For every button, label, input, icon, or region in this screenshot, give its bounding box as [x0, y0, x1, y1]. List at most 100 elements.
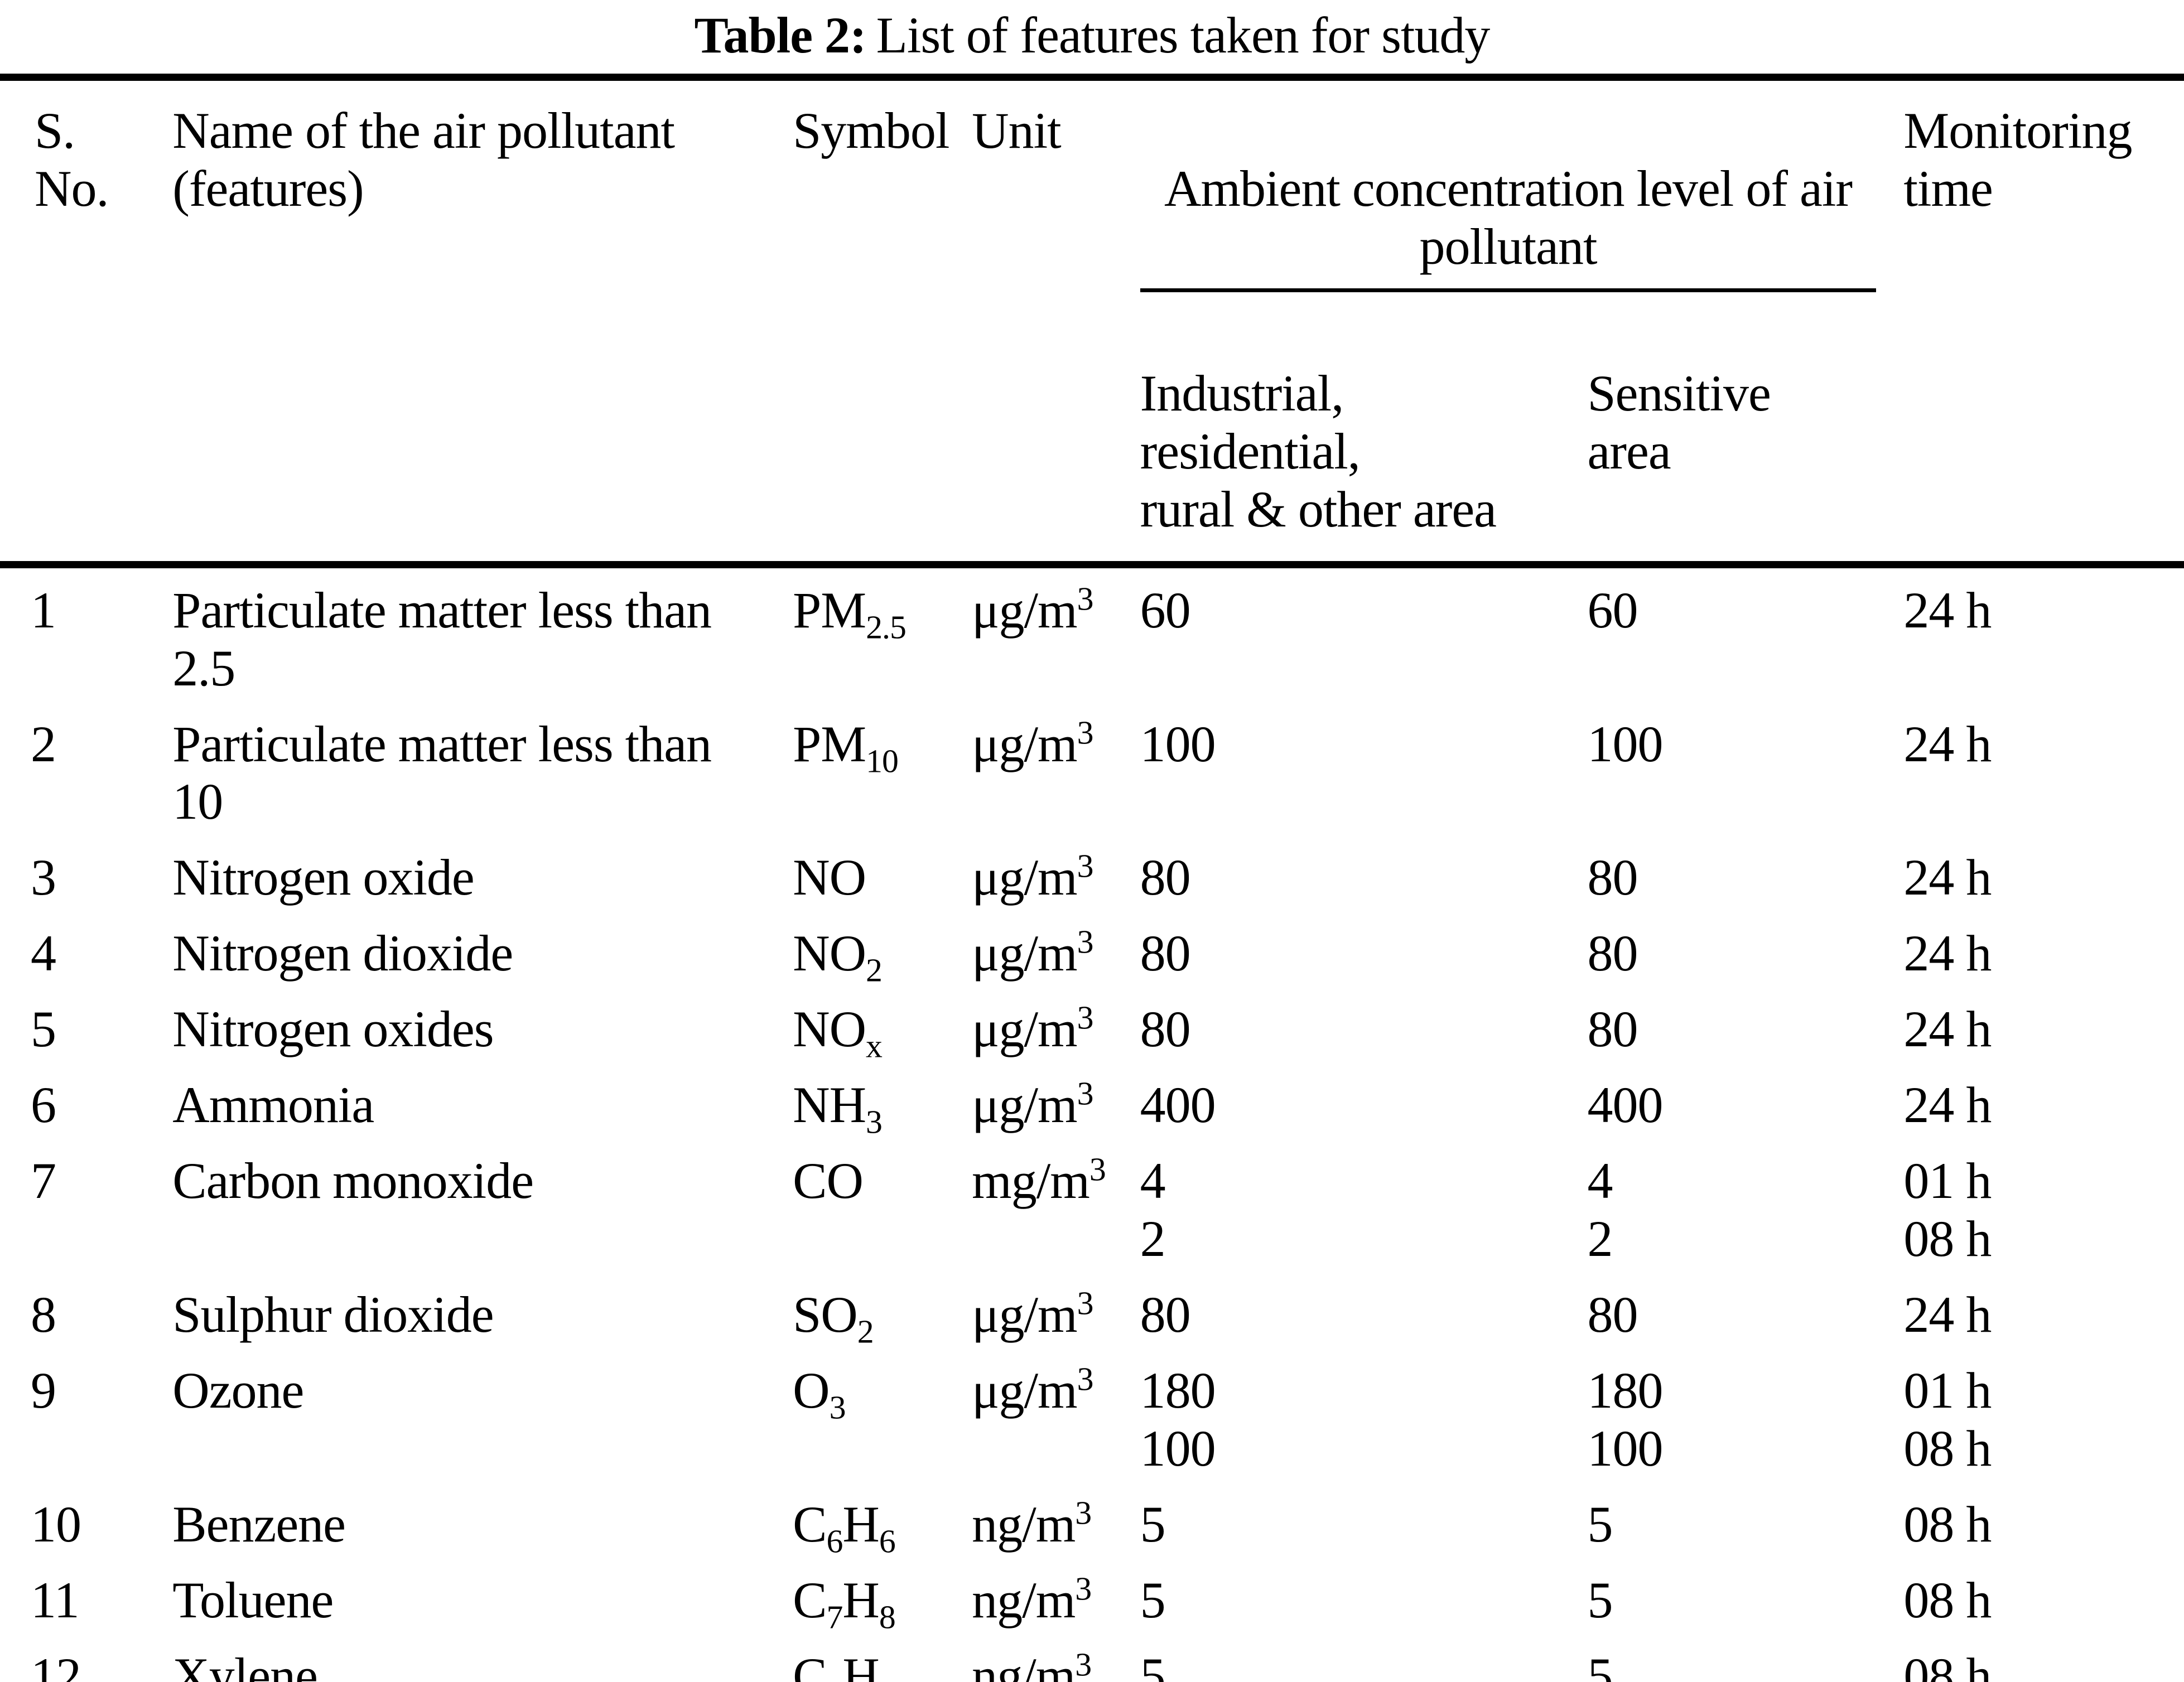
table-row: 1 Particulate matter less than 2.5 PM2.5…	[0, 564, 2184, 702]
table-row: 2 Particulate matter less than 10 PM10 μ…	[0, 702, 2184, 836]
header-sensitive-area: Sensitive area	[1587, 364, 1771, 480]
cell-industrial-value: 100	[1140, 715, 1216, 772]
cell-sensitive-value: 5	[1587, 1496, 1613, 1553]
table-row: 12 Xylene C8H10 ng/m3 5 5 08 h	[0, 1634, 2184, 1682]
cell-industrial-value: 60	[1140, 581, 1191, 639]
cell-monitoring-time: 24 h	[1903, 925, 1992, 982]
cell-symbol: NO2	[793, 925, 883, 989]
table-title: Table 2: List of features taken for study	[0, 0, 2184, 74]
table-row: 11 Toluene C7H8 ng/m3 5 5 08 h	[0, 1558, 2184, 1634]
header-unit: Unit	[972, 102, 1062, 159]
cell-industrial-value: 5	[1140, 1647, 1166, 1682]
cell-pollutant-name: Nitrogen oxides	[172, 1000, 494, 1058]
cell-unit: ng/m3	[972, 1494, 1092, 1553]
cell-sensitive-value: 80	[1587, 849, 1638, 906]
cell-symbol: NOx	[793, 1000, 883, 1065]
cell-unit: mg/m3	[972, 1151, 1106, 1210]
table-body: 1 Particulate matter less than 2.5 PM2.5…	[0, 564, 2184, 1682]
cell-sensitive-value: 60	[1587, 581, 1638, 639]
cell-industrial-value: 5	[1140, 1496, 1166, 1553]
cell-pollutant-name: Ammonia	[172, 1076, 374, 1134]
table-row: 6 Ammonia NH3 μg/m3 400 400 24 h	[0, 1063, 2184, 1139]
cell-unit: μg/m3	[972, 1360, 1093, 1419]
cell-monitoring-time: 24 h	[1903, 1286, 1992, 1343]
cell-monitoring-time: 24 h	[1903, 715, 1992, 772]
table-row: 7 Carbon monoxide CO mg/m3 4 2 4 2 01 h …	[0, 1139, 2184, 1273]
cell-monitoring-time: 24 h	[1903, 849, 1992, 906]
cell-serial-number: 12	[31, 1647, 81, 1682]
table-row: 9 Ozone O3 μg/m3 180 100 180 100 01 h 08…	[0, 1348, 2184, 1482]
cell-unit: μg/m3	[972, 999, 1093, 1058]
cell-serial-number: 10	[31, 1496, 81, 1553]
cell-serial-number: 5	[31, 1000, 56, 1058]
cell-industrial-value: 80	[1140, 1000, 1191, 1058]
cell-sensitive-value: 5	[1587, 1571, 1613, 1628]
table-row: 3 Nitrogen oxide NO μg/m3 80 80 24 h	[0, 835, 2184, 911]
cell-pollutant-name: Sulphur dioxide	[172, 1286, 494, 1343]
table-title-text: List of features taken for study	[876, 7, 1491, 64]
cell-pollutant-name: Benzene	[172, 1496, 346, 1553]
header-ambient-group: Ambient concentration level of air pollu…	[1140, 77, 1892, 350]
cell-industrial-value: 5	[1140, 1571, 1166, 1628]
cell-industrial-value: 180 100	[1140, 1362, 1216, 1477]
cell-serial-number: 4	[31, 925, 56, 982]
cell-unit: μg/m3	[972, 847, 1093, 906]
table-row: 8 Sulphur dioxide SO2 μg/m3 80 80 24 h	[0, 1273, 2184, 1348]
cell-serial-number: 8	[31, 1286, 56, 1343]
table-row: 4 Nitrogen dioxide NO2 μg/m3 80 80 24 h	[0, 911, 2184, 987]
cell-serial-number: 1	[31, 581, 56, 639]
cell-serial-number: 3	[31, 849, 56, 906]
cell-monitoring-time: 24 h	[1903, 581, 1992, 639]
table-header: S. No. Name of the air pollutant (featur…	[0, 77, 2184, 565]
cell-serial-number: 6	[31, 1076, 56, 1134]
cell-sensitive-value: 100	[1587, 715, 1664, 772]
header-industrial-area: Industrial, residential, rural & other a…	[1140, 364, 1497, 538]
cell-sensitive-value: 4 2	[1587, 1152, 1613, 1268]
cell-monitoring-time: 24 h	[1903, 1076, 1992, 1134]
cell-symbol: NO	[793, 849, 866, 906]
cell-unit: μg/m3	[972, 923, 1093, 982]
cell-sensitive-value: 5	[1587, 1647, 1613, 1682]
table-title-label: Table 2:	[694, 7, 867, 64]
header-serial-number: S. No.	[35, 102, 109, 217]
cell-industrial-value: 4 2	[1140, 1152, 1166, 1268]
cell-serial-number: 2	[31, 715, 56, 772]
cell-pollutant-name: Carbon monoxide	[172, 1152, 534, 1210]
header-row-main: S. No. Name of the air pollutant (featur…	[0, 77, 2184, 350]
cell-symbol: C7H8	[793, 1571, 896, 1636]
cell-sensitive-value: 80	[1587, 1000, 1638, 1058]
cell-sensitive-value: 180 100	[1587, 1362, 1664, 1477]
cell-monitoring-time: 08 h	[1903, 1647, 1992, 1682]
table-row: 5 Nitrogen oxides NOx μg/m3 80 80 24 h	[0, 987, 2184, 1063]
cell-pollutant-name: Nitrogen dioxide	[172, 925, 513, 982]
cell-monitoring-time: 08 h	[1903, 1571, 1992, 1628]
cell-symbol: PM10	[793, 715, 899, 779]
cell-symbol: CO	[793, 1152, 864, 1210]
cell-monitoring-time: 01 h 08 h	[1903, 1362, 1992, 1477]
cell-sensitive-value: 80	[1587, 1286, 1638, 1343]
cell-serial-number: 11	[31, 1571, 80, 1628]
cell-unit: ng/m3	[972, 1646, 1092, 1682]
cell-sensitive-value: 80	[1587, 925, 1638, 982]
cell-pollutant-name: Xylene	[172, 1647, 318, 1682]
cell-monitoring-time: 01 h 08 h	[1903, 1152, 1992, 1268]
cell-unit: μg/m3	[972, 713, 1093, 772]
table-row: 10 Benzene C6H6 ng/m3 5 5 08 h	[0, 1482, 2184, 1558]
header-row-sub: Industrial, residential, rural & other a…	[0, 350, 2184, 564]
cell-monitoring-time: 08 h	[1903, 1496, 1992, 1553]
header-pollutant-name: Name of the air pollutant (features)	[172, 102, 675, 217]
cell-symbol: NH3	[793, 1076, 883, 1140]
cell-symbol: O3	[793, 1362, 846, 1426]
cell-unit: ng/m3	[972, 1570, 1092, 1628]
cell-pollutant-name: Toluene	[172, 1571, 334, 1628]
cell-industrial-value: 80	[1140, 1286, 1191, 1343]
cell-monitoring-time: 24 h	[1903, 1000, 1992, 1058]
cell-pollutant-name: Particulate matter less than 2.5	[172, 581, 712, 697]
cell-unit: μg/m3	[972, 1284, 1093, 1343]
header-ambient-group-label: Ambient concentration level of air pollu…	[1140, 160, 1877, 292]
cell-pollutant-name: Nitrogen oxide	[172, 849, 474, 906]
cell-symbol: SO2	[793, 1286, 874, 1350]
cell-sensitive-value: 400	[1587, 1076, 1664, 1134]
cell-symbol: C6H6	[793, 1496, 896, 1560]
